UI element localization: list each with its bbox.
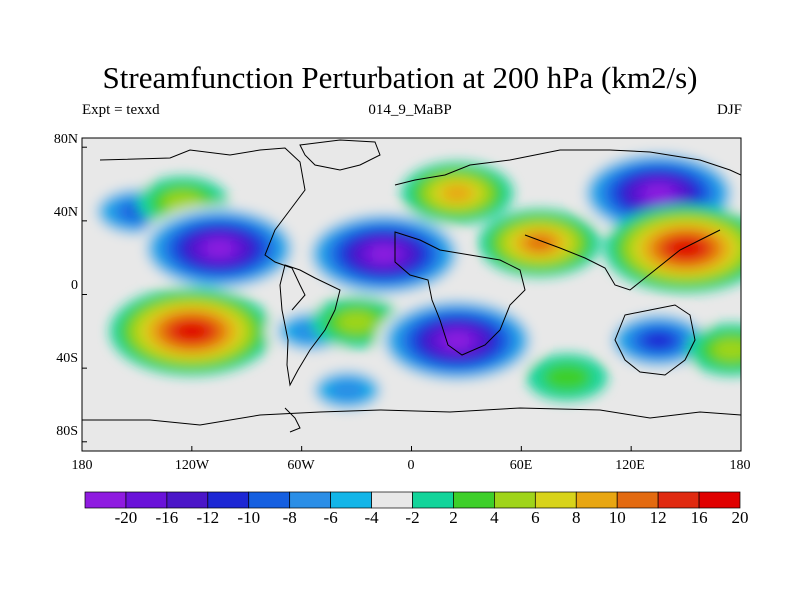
subtitle-left: Expt = texxd xyxy=(82,102,160,118)
colorbar-swatch xyxy=(698,491,741,509)
coastline-africa xyxy=(394,231,526,356)
lon-label: 120W xyxy=(174,458,210,473)
colorbar-swatch xyxy=(412,491,454,509)
colorbar-label: -2 xyxy=(405,508,420,527)
colorbar-swatch xyxy=(330,491,372,509)
axis-ticks xyxy=(81,146,742,451)
contour-band-south-pacific-positive xyxy=(177,323,207,340)
colorbar-swatch xyxy=(84,491,127,509)
coastline-south-america xyxy=(279,264,341,387)
colorbar-label: 8 xyxy=(572,508,581,527)
lon-label: 120E xyxy=(615,458,645,473)
contour-band-asia-positive xyxy=(525,235,554,251)
contour-band-north-atlantic-positive xyxy=(441,184,473,202)
colorbar-swatch xyxy=(371,491,413,509)
colorbar-swatch xyxy=(125,491,168,509)
lon-label: 60E xyxy=(509,458,533,473)
coastlines xyxy=(82,139,741,433)
lat-label: 0 xyxy=(71,278,78,293)
colorbar-label: 16 xyxy=(690,508,708,527)
lat-label: 80S xyxy=(56,424,78,439)
coastline-australia xyxy=(614,304,696,376)
coastline-antarctica xyxy=(82,407,741,426)
colorbar-label: -8 xyxy=(282,508,297,527)
colorbar-label: -16 xyxy=(155,508,179,527)
colorbar-swatch xyxy=(166,491,209,509)
colorbar-swatch xyxy=(453,491,495,509)
colorbar-swatch xyxy=(616,491,659,509)
colorbar-label: 20 xyxy=(731,508,749,527)
contour-band-northeast-asia-negative xyxy=(644,185,674,201)
colorbar-label: 10 xyxy=(608,508,626,527)
lon-label: 180 xyxy=(729,458,751,473)
contour-band-west-pacific-positive xyxy=(671,240,701,257)
coastline-south-asia xyxy=(524,229,721,291)
colorbar-label: 6 xyxy=(531,508,540,527)
coastline-antarctic-peninsula xyxy=(284,407,301,433)
colorbar-label: 4 xyxy=(490,508,499,527)
contour-band-australia-negative xyxy=(643,332,674,349)
colorbar-swatch xyxy=(494,491,536,509)
coastline-north-america xyxy=(99,147,306,311)
colorbar-label: -12 xyxy=(196,508,220,527)
colorbar-swatch xyxy=(575,491,618,509)
coastline-greenland xyxy=(299,139,381,171)
contour-fill-layer xyxy=(86,149,741,417)
subtitle-center: 014_9_MaBP xyxy=(368,102,452,118)
lat-label: 40S xyxy=(56,351,78,366)
colorbar-swatch xyxy=(207,491,250,509)
colorbar-label: -10 xyxy=(237,508,261,527)
colorbar-swatch xyxy=(248,491,291,509)
lon-label: 60W xyxy=(287,458,315,473)
colorbar-label: -4 xyxy=(364,508,379,527)
contour-band-indian-ocean-south xyxy=(542,363,592,392)
colorbar-swatch xyxy=(534,491,577,509)
map-title: Streamfunction Perturbation at 200 hPa (… xyxy=(102,60,698,95)
contour-band-africa-negative xyxy=(442,332,472,349)
colorbar-label: -20 xyxy=(114,508,138,527)
contour-band-south-atlantic-south xyxy=(327,379,367,402)
contour-band-south-pacific-east-positive xyxy=(712,338,741,361)
colorbar-label: 12 xyxy=(649,508,667,527)
lat-label: 80N xyxy=(53,132,78,147)
colorbar-swatch xyxy=(657,491,700,509)
coastline-eurasia-africa xyxy=(394,149,741,186)
contour-band-south-atlantic-small xyxy=(337,311,377,334)
subtitle-right: DJF xyxy=(716,102,742,118)
contour-band-north-america-negative xyxy=(204,240,234,257)
colorbar-swatch xyxy=(289,491,331,509)
lon-label: 180 xyxy=(71,458,93,473)
colorbar-label: -6 xyxy=(323,508,338,527)
colorbar-label: 2 xyxy=(449,508,458,527)
lon-label: 0 xyxy=(407,458,415,473)
contour-band-atlantic-negative xyxy=(369,246,399,262)
lat-label: 40N xyxy=(53,205,78,220)
